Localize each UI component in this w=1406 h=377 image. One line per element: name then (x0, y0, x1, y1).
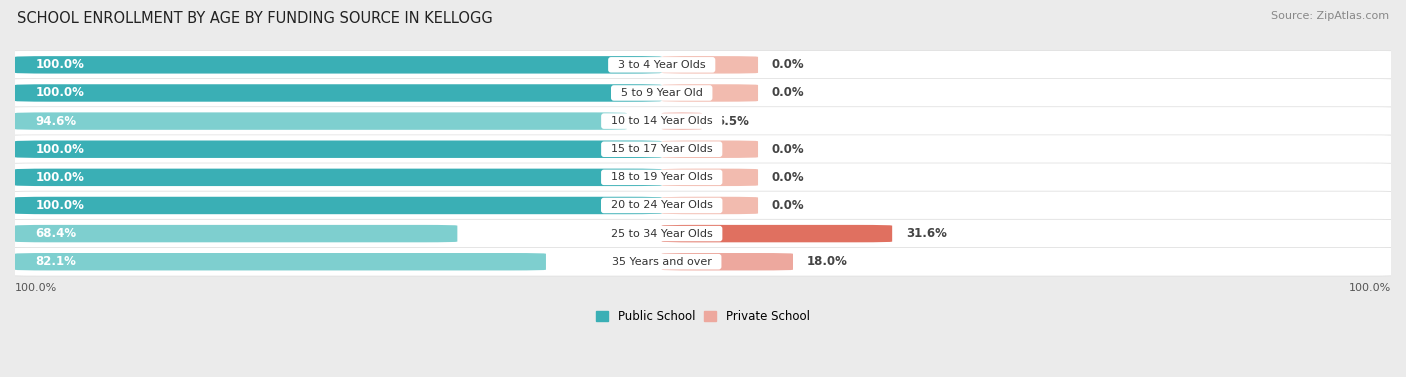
Legend: Public School, Private School: Public School, Private School (592, 305, 814, 328)
FancyBboxPatch shape (1, 107, 1405, 135)
FancyBboxPatch shape (15, 253, 546, 270)
Text: 82.1%: 82.1% (35, 255, 76, 268)
FancyBboxPatch shape (662, 56, 758, 74)
FancyBboxPatch shape (15, 56, 662, 74)
FancyBboxPatch shape (15, 197, 662, 214)
FancyBboxPatch shape (662, 197, 758, 214)
Text: Source: ZipAtlas.com: Source: ZipAtlas.com (1271, 11, 1389, 21)
Text: 25 to 34 Year Olds: 25 to 34 Year Olds (603, 228, 720, 239)
FancyBboxPatch shape (1, 79, 1405, 107)
FancyBboxPatch shape (1, 163, 1405, 192)
FancyBboxPatch shape (662, 169, 758, 186)
Text: 100.0%: 100.0% (35, 199, 84, 212)
Text: 10 to 14 Year Olds: 10 to 14 Year Olds (605, 116, 720, 126)
FancyBboxPatch shape (1, 219, 1405, 248)
FancyBboxPatch shape (662, 225, 893, 242)
FancyBboxPatch shape (15, 84, 662, 102)
Text: 100.0%: 100.0% (1348, 283, 1391, 293)
FancyBboxPatch shape (1, 51, 1405, 79)
Text: 35 Years and over: 35 Years and over (605, 257, 718, 267)
Text: 0.0%: 0.0% (772, 86, 804, 100)
Text: 31.6%: 31.6% (905, 227, 946, 240)
Text: 0.0%: 0.0% (772, 143, 804, 156)
Text: 3 to 4 Year Olds: 3 to 4 Year Olds (612, 60, 713, 70)
FancyBboxPatch shape (1, 191, 1405, 220)
FancyBboxPatch shape (662, 84, 758, 102)
Text: 0.0%: 0.0% (772, 171, 804, 184)
Text: 68.4%: 68.4% (35, 227, 77, 240)
FancyBboxPatch shape (1, 135, 1405, 164)
Text: 100.0%: 100.0% (35, 143, 84, 156)
Text: 5.5%: 5.5% (716, 115, 748, 127)
Text: 18 to 19 Year Olds: 18 to 19 Year Olds (603, 172, 720, 182)
Text: 0.0%: 0.0% (772, 199, 804, 212)
Text: 100.0%: 100.0% (35, 86, 84, 100)
FancyBboxPatch shape (662, 253, 793, 270)
Text: 100.0%: 100.0% (15, 283, 58, 293)
Text: 100.0%: 100.0% (35, 58, 84, 71)
Text: 0.0%: 0.0% (772, 58, 804, 71)
FancyBboxPatch shape (15, 169, 662, 186)
FancyBboxPatch shape (15, 225, 457, 242)
Text: 20 to 24 Year Olds: 20 to 24 Year Olds (603, 201, 720, 210)
Text: SCHOOL ENROLLMENT BY AGE BY FUNDING SOURCE IN KELLOGG: SCHOOL ENROLLMENT BY AGE BY FUNDING SOUR… (17, 11, 492, 26)
Text: 18.0%: 18.0% (807, 255, 848, 268)
Text: 94.6%: 94.6% (35, 115, 77, 127)
FancyBboxPatch shape (662, 112, 702, 130)
Text: 15 to 17 Year Olds: 15 to 17 Year Olds (605, 144, 720, 154)
FancyBboxPatch shape (662, 141, 758, 158)
Text: 100.0%: 100.0% (35, 171, 84, 184)
Text: 5 to 9 Year Old: 5 to 9 Year Old (614, 88, 710, 98)
FancyBboxPatch shape (15, 112, 627, 130)
FancyBboxPatch shape (1, 247, 1405, 276)
FancyBboxPatch shape (15, 141, 662, 158)
